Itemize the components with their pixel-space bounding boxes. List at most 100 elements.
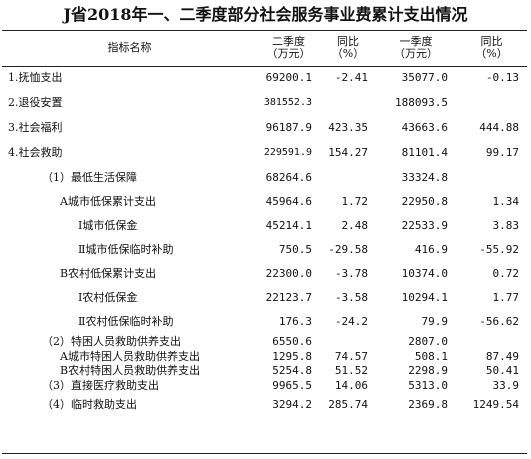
cell-q2: 381552.3 — [263, 97, 312, 108]
table-row: 3.社会福利 96187.9 423.35 43663.6 444.88 — [2, 116, 527, 140]
table-row: Ⅱ城市低保临时补助 750.5 -29.58 416.9 -55.92 — [2, 238, 527, 262]
header-yoy-unit: （%） — [331, 47, 365, 60]
cell-q1-yoy: 3.83 — [492, 219, 520, 232]
cell-q2: 176.3 — [278, 315, 312, 328]
table-row: B农村特困人员救助供养支出 5254.8 51.52 2298.9 50.41 — [2, 364, 527, 378]
table-row: （2）特困人员救助供养支出 6550.6 2807.0 — [2, 334, 527, 350]
cell-q2-yoy: 1.72 — [341, 195, 369, 208]
row-name: （3）直接医疗救助支出 — [42, 379, 159, 392]
cell-q1: 79.9 — [421, 315, 449, 328]
cell-q2: 96187.9 — [265, 121, 312, 134]
cell-q1-yoy: 1249.54 — [472, 398, 519, 411]
header-yoy2-unit: （%） — [475, 47, 508, 60]
cell-q2-yoy: 14.06 — [334, 379, 368, 392]
table-row: （1）最低生活保障 68264.6 33324.8 — [2, 166, 527, 190]
cell-q2-yoy: -24.2 — [334, 315, 368, 328]
cell-q1-yoy: 444.88 — [479, 121, 519, 134]
cell-q2-yoy — [320, 90, 376, 116]
table-row: （3）直接医疗救助支出 9965.5 14.06 5313.0 33.9 — [2, 378, 527, 394]
cell-q1: 35077.0 — [401, 71, 448, 84]
cell-q1-yoy: 33.9 — [492, 379, 520, 392]
cell-q1-yoy: 87.49 — [485, 350, 519, 363]
table-row: Ⅱ农村低保临时补助 176.3 -24.2 79.9 -56.62 — [2, 310, 527, 334]
cell-q2: 1295.8 — [272, 350, 312, 363]
cell-q2-yoy: 423.35 — [328, 121, 368, 134]
cell-q1-yoy — [456, 90, 527, 116]
cell-q1-yoy: -55.92 — [479, 243, 519, 256]
row-name: （2）特困人员救助供养支出 — [42, 335, 181, 348]
cell-q1-yoy: 0.72 — [492, 267, 520, 280]
row-name: Ⅱ城市低保临时补助 — [78, 243, 174, 256]
top-rule — [2, 30, 527, 31]
cell-q2-yoy: -3.58 — [334, 291, 368, 304]
cell-q1: 81101.4 — [401, 146, 448, 159]
cell-q1: 43663.6 — [401, 121, 448, 134]
cell-q2-yoy: -3.78 — [334, 267, 368, 280]
header-yoy: 同比 （%） — [320, 30, 376, 66]
row-name: 2.退役安置 — [8, 96, 63, 109]
header-q2-unit: （万元） — [266, 47, 311, 60]
row-name: 3.社会福利 — [8, 121, 63, 134]
cell-q2-yoy: 2.48 — [341, 219, 369, 232]
cell-q2: 750.5 — [278, 243, 312, 256]
cell-q1: 10294.1 — [401, 291, 448, 304]
cell-q2: 6550.6 — [272, 335, 312, 348]
cell-q2: 5254.8 — [272, 364, 312, 377]
cell-q2-yoy — [320, 166, 376, 190]
row-name: B农村低保累计支出 — [60, 267, 157, 280]
row-name: Ⅰ城市低保金 — [78, 219, 138, 232]
cell-q1: 22533.9 — [401, 219, 448, 232]
table-row: B农村低保累计支出 22300.0 -3.78 10374.0 0.72 — [2, 262, 527, 286]
cell-q1: 188093.5 — [395, 96, 448, 109]
cell-q1-yoy: 99.17 — [485, 146, 519, 159]
cell-q2: 69200.1 — [265, 71, 312, 84]
header-q1-unit: （万元） — [394, 47, 438, 60]
cell-q2: 45964.6 — [265, 195, 312, 208]
header-q2: 二季度 （万元） — [257, 30, 320, 66]
header-q2-label: 二季度 — [272, 35, 305, 48]
table-row: A城市特困人员救助供养支出 1295.8 74.57 508.1 87.49 — [2, 350, 527, 364]
cell-q1: 10374.0 — [401, 267, 448, 280]
table-row: 4.社会救助 229591.9 154.27 81101.4 99.17 — [2, 140, 527, 166]
cell-q2-yoy: 51.52 — [334, 364, 368, 377]
header-yoy-label: 同比 — [337, 35, 359, 48]
cell-q1: 22950.8 — [401, 195, 448, 208]
cell-q1-yoy — [456, 334, 527, 350]
cell-q1: 2369.8 — [408, 398, 448, 411]
row-name: A城市低保累计支出 — [60, 195, 156, 208]
cell-q2-yoy: 285.74 — [328, 398, 368, 411]
cell-q1-yoy: -0.13 — [485, 71, 519, 84]
row-name: Ⅰ农村低保金 — [78, 291, 138, 304]
cell-q1-yoy: 1.34 — [492, 195, 520, 208]
table-row: （4）临时救助支出 3294.2 285.74 2369.8 1249.54 — [2, 394, 527, 416]
row-name: （4）临时救助支出 — [42, 398, 137, 411]
table-row: Ⅰ城市低保金 45214.1 2.48 22533.9 3.83 — [2, 214, 527, 238]
header-q1: 一季度 （万元） — [376, 30, 456, 66]
page-title: J省2018年一、二季度部分社会服务事业费累计支出情况 — [63, 5, 468, 24]
cell-q2: 3294.2 — [272, 398, 312, 411]
cell-q2: 22123.7 — [265, 291, 312, 304]
cell-q1-yoy: -56.62 — [479, 315, 519, 328]
cell-q2: 45214.1 — [265, 219, 312, 232]
cell-q2-yoy: -2.41 — [334, 71, 368, 84]
cell-q2-yoy: 74.57 — [334, 350, 368, 363]
table-row: Ⅰ农村低保金 22123.7 -3.58 10294.1 1.77 — [2, 286, 527, 310]
cell-q1: 416.9 — [414, 243, 448, 256]
header-q1-label: 一季度 — [399, 35, 433, 48]
cell-q1-yoy: 1.77 — [492, 291, 520, 304]
cell-q1-yoy — [456, 166, 527, 190]
bottom-rule — [2, 453, 527, 454]
cell-q1: 2298.9 — [408, 364, 448, 377]
table-row: 2.退役安置 381552.3 188093.5 — [2, 90, 527, 116]
cell-q1-yoy: 50.41 — [485, 364, 519, 377]
cell-q2-yoy: -29.58 — [328, 243, 368, 256]
expenditure-table: 指标名称 二季度 （万元） 同比 （%） 一季度 （万元） 同比 （%） 1.抚… — [2, 30, 527, 416]
cell-q1: 2807.0 — [408, 335, 448, 348]
row-name: 4.社会救助 — [8, 146, 63, 159]
table-header-row: 指标名称 二季度 （万元） 同比 （%） 一季度 （万元） 同比 （%） — [2, 30, 527, 66]
cell-q2: 9965.5 — [272, 379, 312, 392]
cell-q2-yoy: 154.27 — [328, 146, 368, 159]
row-name: 1.抚恤支出 — [8, 71, 63, 84]
row-name: B农村特困人员救助供养支出 — [60, 364, 201, 377]
cell-q2-yoy — [320, 334, 376, 350]
